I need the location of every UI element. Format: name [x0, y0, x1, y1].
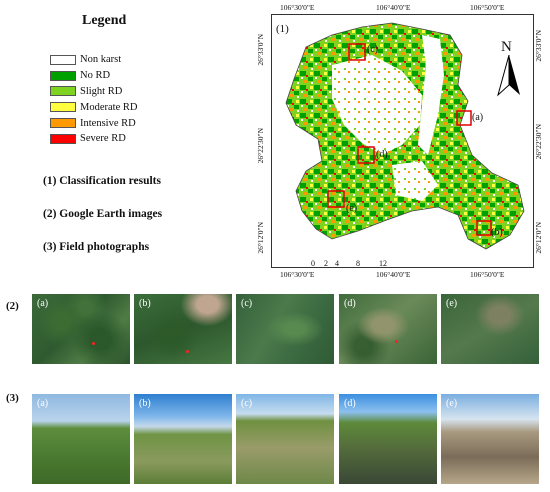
left-tick: 26°12'0"N	[256, 222, 265, 254]
site-label-e: (e)	[346, 203, 358, 214]
bottom-tick: 106°40'0"E	[376, 270, 411, 279]
site-marker	[395, 340, 398, 343]
row-label-field-photos: (3)	[6, 392, 19, 404]
scale-label: 2	[324, 259, 328, 268]
figure-notes: (1) Classification results (2) Google Ea…	[43, 174, 162, 273]
non-karst-area	[332, 55, 422, 155]
field-photo-e: (e)	[441, 394, 539, 484]
bottom-tick: 106°30'0"E	[280, 270, 315, 279]
site-box-c	[348, 43, 366, 61]
note-classification: (1) Classification results	[43, 175, 161, 187]
photo-label: (e)	[446, 298, 458, 309]
legend-label: Moderate RD	[80, 101, 138, 113]
top-tick: 106°30'0"E	[280, 3, 315, 12]
left-tick: 26°33'0"N	[256, 34, 265, 66]
north-arrow: N	[494, 39, 524, 99]
photo-label: (b)	[139, 298, 151, 309]
google-earth-image-c: (c)	[236, 294, 334, 364]
photo-label: (a)	[37, 298, 49, 309]
legend-label: Non karst	[80, 54, 122, 66]
legend-title: Legend	[82, 13, 127, 28]
site-box-a	[456, 110, 472, 126]
legend-swatch	[50, 86, 76, 97]
site-label-c: (c)	[367, 44, 379, 55]
legend-item-intensive-rd: Intensive RD	[50, 115, 137, 131]
field-photo-b: (b)	[134, 394, 232, 484]
legend-label: Slight RD	[80, 85, 123, 97]
north-arrow-icon	[497, 55, 520, 97]
site-marker	[92, 342, 95, 345]
scale-label: 4	[335, 259, 339, 268]
classification-map: (1) (c) (a) (d) (e) (b) N 0 2 4 8 12 km	[271, 14, 534, 268]
scale-label: 12	[379, 259, 387, 268]
legend-items: Non karst No RD Slight RD Moderate RD In…	[50, 52, 137, 147]
site-box-b	[476, 220, 492, 236]
site-label-d: (d)	[376, 149, 388, 160]
legend-label: Intensive RD	[80, 117, 136, 129]
photo-label: (c)	[241, 298, 253, 309]
legend: Legend Non karst No RD Slight RD Moderat…	[0, 0, 260, 280]
legend-swatch	[50, 102, 76, 113]
right-tick: 26°12'0"N	[534, 222, 543, 254]
site-marker	[186, 350, 189, 353]
legend-swatch	[50, 118, 76, 129]
legend-item-no-rd: No RD	[50, 68, 137, 84]
legend-item-non-karst: Non karst	[50, 52, 137, 68]
panel-number: (1)	[276, 23, 289, 35]
map-panel: 106°30'0"E 106°40'0"E 106°50'0"E 106°30'…	[256, 0, 550, 285]
legend-swatch	[50, 70, 76, 81]
legend-label: Severe RD	[80, 133, 126, 145]
google-earth-image-b: (b)	[134, 294, 232, 364]
scale-label: 0	[311, 259, 315, 268]
google-earth-image-e: (e)	[441, 294, 539, 364]
row-label-google-earth: (2)	[6, 300, 19, 312]
scale-bar: 0 2 4 8 12 km	[311, 259, 431, 268]
non-karst-strip	[418, 35, 444, 155]
google-earth-image-d: (d)	[339, 294, 437, 364]
site-label-a: (a)	[472, 112, 484, 123]
note-field-photos: (3) Field photographs	[43, 241, 150, 253]
right-tick: 26°22'30"N	[534, 124, 543, 160]
photo-label: (d)	[344, 298, 356, 309]
bottom-tick: 106°50'0"E	[470, 270, 505, 279]
site-label-b: (b)	[491, 227, 503, 238]
top-tick: 106°50'0"E	[470, 3, 505, 12]
legend-item-moderate-rd: Moderate RD	[50, 99, 137, 115]
site-box-d	[357, 146, 375, 164]
legend-item-slight-rd: Slight RD	[50, 84, 137, 100]
left-tick: 26°22'30"N	[256, 128, 265, 164]
legend-swatch	[50, 54, 76, 65]
legend-swatch	[50, 133, 76, 144]
scale-label: 8	[356, 259, 360, 268]
photo-label: (e)	[446, 398, 458, 409]
photo-label: (c)	[241, 398, 253, 409]
top-tick: 106°40'0"E	[376, 3, 411, 12]
legend-label: No RD	[80, 70, 111, 82]
field-photo-a: (a)	[32, 394, 130, 484]
google-earth-image-a: (a)	[32, 294, 130, 364]
site-box-e	[327, 190, 345, 208]
field-photo-c: (c)	[236, 394, 334, 484]
field-photo-d: (d)	[339, 394, 437, 484]
legend-item-severe-rd: Severe RD	[50, 131, 137, 147]
note-google-earth: (2) Google Earth images	[43, 208, 163, 220]
north-label: N	[501, 39, 512, 55]
photo-label: (a)	[37, 398, 49, 409]
photo-label: (d)	[344, 398, 356, 409]
map-svg	[285, 22, 525, 250]
right-tick: 26°33'0"N	[534, 30, 543, 62]
photo-label: (b)	[139, 398, 151, 409]
non-karst-south	[392, 161, 438, 201]
